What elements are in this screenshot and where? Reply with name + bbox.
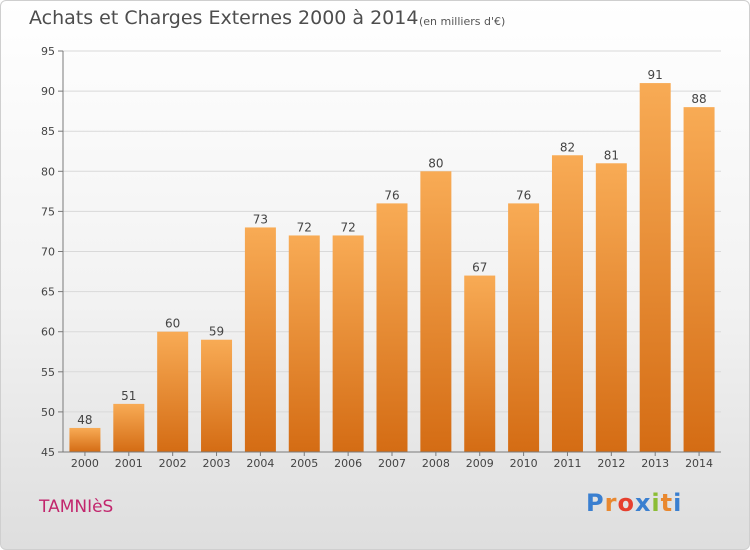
x-tick-label: 2007 — [378, 457, 406, 470]
logo-letter: i — [673, 489, 683, 517]
bar-value-label: 67 — [472, 261, 487, 275]
x-tick-label: 2004 — [246, 457, 274, 470]
y-tick-label: 55 — [41, 366, 55, 379]
bar — [639, 83, 671, 452]
bar-value-label: 48 — [77, 413, 92, 427]
logo-letter: o — [617, 489, 635, 517]
chart-subtitle: (en milliers d'€) — [419, 15, 506, 28]
y-tick-label: 70 — [41, 246, 55, 259]
bar — [420, 171, 452, 453]
bar — [551, 155, 583, 452]
bar — [69, 427, 101, 452]
axes — [58, 50, 721, 456]
y-tick-label: 90 — [41, 85, 55, 98]
x-tick-label: 2013 — [641, 457, 669, 470]
location-label: TAMNIèS — [39, 497, 114, 517]
bar-value-label: 81 — [604, 148, 619, 162]
x-tick-label: 2006 — [334, 457, 362, 470]
bar-value-label: 76 — [516, 188, 531, 202]
chart-title: Achats et Charges Externes 2000 à 2014 — [29, 7, 419, 29]
y-tick-label: 80 — [41, 165, 55, 178]
bar — [508, 203, 540, 452]
bar-value-label: 72 — [340, 220, 355, 234]
proxiti-logo: Proxiti — [586, 489, 682, 517]
bar — [244, 227, 276, 452]
bar-value-label: 73 — [253, 212, 268, 226]
bar-value-label: 80 — [428, 156, 443, 170]
bar — [201, 339, 233, 452]
x-tick-label: 2002 — [159, 457, 187, 470]
bar-value-label: 82 — [560, 140, 575, 154]
x-tick-label: 2000 — [71, 457, 99, 470]
y-tick-label: 85 — [41, 125, 55, 138]
x-tick-label: 2005 — [290, 457, 318, 470]
bar — [683, 107, 715, 452]
x-tick-label: 2010 — [510, 457, 538, 470]
bar-value-label: 91 — [648, 68, 663, 82]
x-tick-label: 2011 — [553, 457, 581, 470]
bar-value-label: 51 — [121, 389, 136, 403]
x-tick-label: 2001 — [115, 457, 143, 470]
bar — [464, 275, 496, 452]
logo-letter: P — [586, 489, 605, 517]
y-tick-label: 60 — [41, 326, 55, 339]
y-tick-label: 65 — [41, 286, 55, 299]
y-tick-label: 45 — [41, 446, 55, 459]
bar — [595, 163, 627, 452]
bar — [113, 403, 145, 452]
bar-value-label: 60 — [165, 317, 180, 331]
bar — [376, 203, 408, 452]
bar-value-label: 72 — [297, 220, 312, 234]
bars — [69, 83, 715, 453]
bar-value-label: 88 — [691, 92, 706, 106]
logo-letter: i — [651, 489, 661, 517]
x-tick-label: 2012 — [597, 457, 625, 470]
bar — [332, 235, 364, 452]
logo-letter: x — [634, 489, 652, 517]
labels: 45 50 55 60 65 70 75 80 85 90 95 48 2000 51 2001 60 2002… — [41, 45, 713, 470]
x-tick-label: 2014 — [685, 457, 713, 470]
x-tick-label: 2008 — [422, 457, 450, 470]
y-tick-label: 95 — [41, 45, 55, 58]
bar — [288, 235, 320, 452]
bar-value-label: 59 — [209, 325, 224, 339]
x-tick-label: 2009 — [466, 457, 494, 470]
x-tick-label: 2003 — [203, 457, 231, 470]
logo-letter: r — [604, 489, 618, 517]
bar — [157, 331, 189, 452]
logo-letter: t — [660, 489, 674, 517]
y-tick-label: 75 — [41, 205, 55, 218]
y-tick-label: 50 — [41, 406, 55, 419]
bar-value-label: 76 — [384, 188, 399, 202]
